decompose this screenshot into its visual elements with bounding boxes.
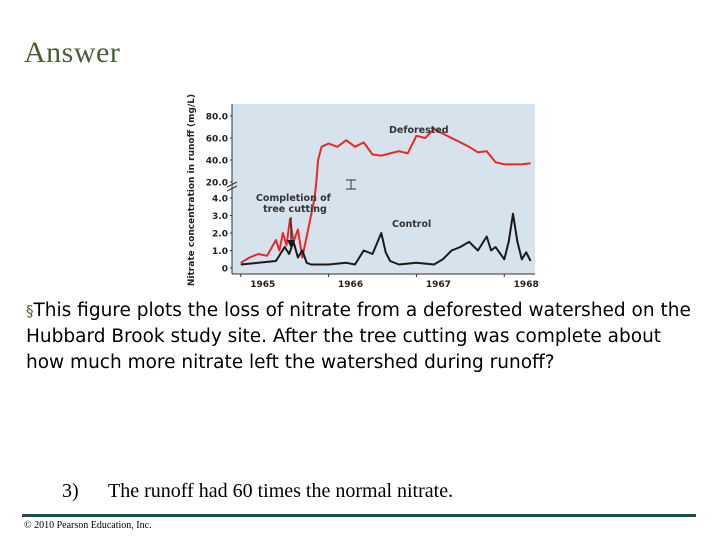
- annotation-tree-cutting: Completion of tree cutting: [256, 193, 334, 215]
- footer-rule: [22, 514, 696, 517]
- x-tick-label: 1965: [250, 280, 275, 290]
- answer-number: 3): [62, 480, 79, 502]
- y-tick-label: 20.0: [206, 179, 228, 189]
- x-tick-label: 1968: [514, 280, 539, 290]
- copyright: © 2010 Pearson Education, Inc.: [24, 520, 152, 531]
- series-deforested-line: [240, 128, 531, 264]
- x-tick-label: 1967: [426, 280, 451, 290]
- y-tick-label: 3.0: [212, 212, 228, 222]
- chart-svg: Nitrate concentration in runoff (mg/L) 0…: [187, 94, 539, 290]
- axis-break-marker: [226, 181, 238, 192]
- y-ticks: 0 1.0 2.0 3.0 4.0 20.0 40.0 60.0 80.0: [206, 113, 232, 275]
- answer: 3) The runoff had 60 times the normal nit…: [62, 480, 453, 503]
- y-tick-label: 80.0: [206, 113, 228, 123]
- answer-text: The runoff had 60 times the normal nitra…: [108, 480, 454, 502]
- nitrate-chart: Nitrate concentration in runoff (mg/L) 0…: [180, 86, 540, 292]
- annotation-control: Control: [392, 219, 431, 230]
- question-body: This figure plots the loss of nitrate fr…: [26, 300, 691, 373]
- slide-title: Answer: [24, 36, 121, 69]
- x-ticks: 1965 1966 1967 1968: [240, 274, 539, 290]
- y-tick-label: 0: [222, 265, 228, 275]
- x-tick-label: 1966: [338, 280, 363, 290]
- question-text: §This figure plots the loss of nitrate f…: [26, 298, 694, 376]
- series-control-line: [240, 212, 532, 266]
- y-tick-label: 1.0: [212, 247, 228, 257]
- y-tick-label: 60.0: [206, 135, 228, 145]
- y-tick-label: 4.0: [212, 195, 228, 205]
- tree-cutting-arrow: [287, 217, 295, 248]
- y-tick-label: 2.0: [212, 230, 228, 240]
- bullet-icon: §: [26, 302, 34, 320]
- y-axis-label: Nitrate concentration in runoff (mg/L): [187, 94, 197, 286]
- annotation-deforested: Deforested: [389, 125, 449, 136]
- y-tick-label: 40.0: [206, 157, 228, 167]
